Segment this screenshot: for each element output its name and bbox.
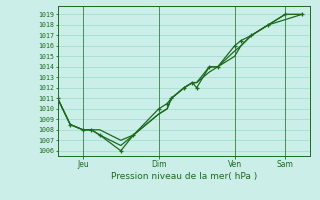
X-axis label: Pression niveau de la mer( hPa ): Pression niveau de la mer( hPa ) [111,172,257,181]
